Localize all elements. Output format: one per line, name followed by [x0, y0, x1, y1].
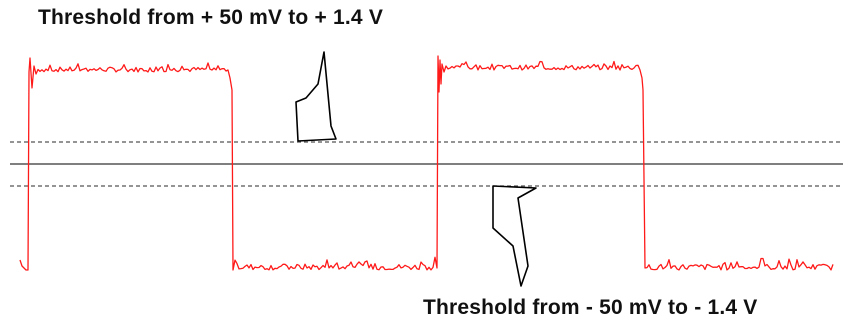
signal-trace — [19, 55, 834, 271]
hollow-arrow-pointing-up-icon — [492, 185, 537, 287]
lower-threshold-label: Threshold from - 50 mV to - 1.4 V — [423, 296, 758, 319]
upper-threshold-label: Threshold from + 50 mV to + 1.4 V — [38, 6, 384, 29]
hollow-arrow-pointing-down-icon — [295, 51, 337, 142]
